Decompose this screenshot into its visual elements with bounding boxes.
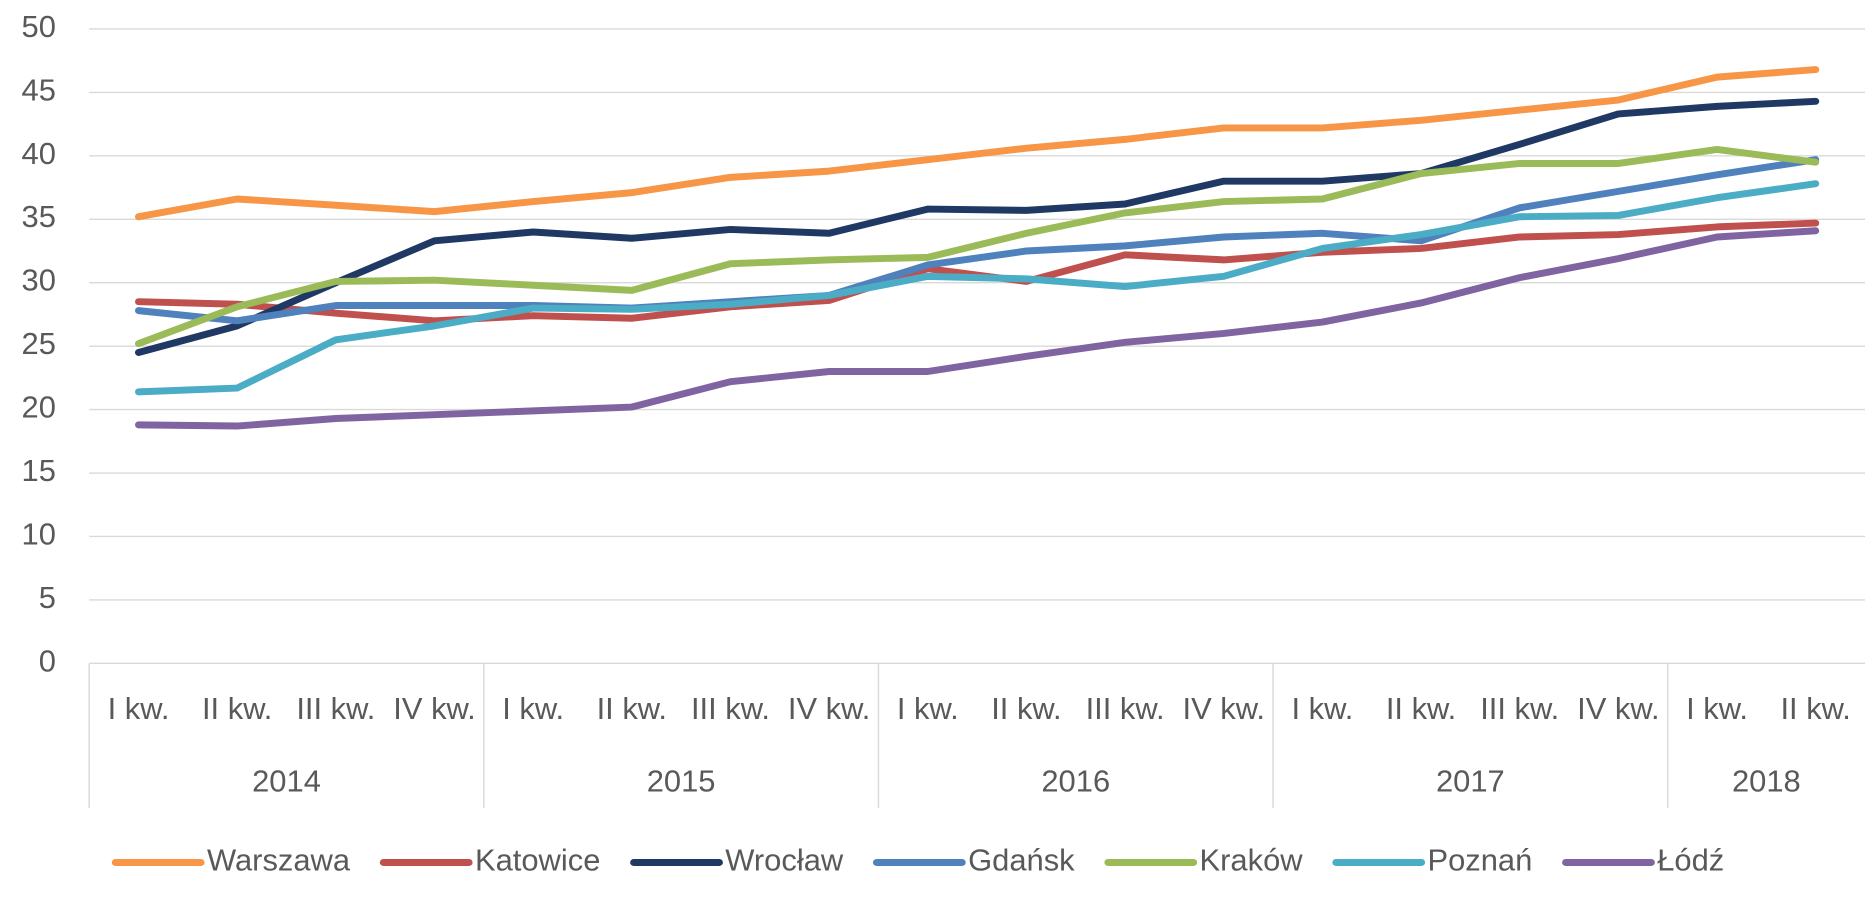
x-group-label: 2018 bbox=[1732, 765, 1801, 799]
x-tick-label: I kw. bbox=[1291, 692, 1353, 726]
x-tick-label: III kw. bbox=[691, 692, 770, 726]
y-tick-label: 35 bbox=[22, 201, 56, 235]
x-tick-label: III kw. bbox=[1086, 692, 1165, 726]
series-line bbox=[134, 145, 1820, 348]
x-tick-label: I kw. bbox=[1686, 692, 1748, 726]
y-tick-label: 30 bbox=[22, 264, 56, 298]
x-tick-label: II kw. bbox=[991, 692, 1061, 726]
x-tick-label: II kw. bbox=[1386, 692, 1456, 726]
y-tick-label: 20 bbox=[22, 391, 56, 425]
y-tick-label: 45 bbox=[22, 74, 56, 108]
y-tick-label: 25 bbox=[22, 327, 56, 361]
x-group-label: 2016 bbox=[1041, 765, 1110, 799]
x-tick-label: II kw. bbox=[202, 692, 272, 726]
y-tick-label: 50 bbox=[22, 10, 56, 44]
legend-label: Poznań bbox=[1427, 844, 1532, 878]
x-tick-label: III kw. bbox=[296, 692, 375, 726]
x-group-label: 2015 bbox=[647, 765, 716, 799]
legend-label: Łódź bbox=[1657, 844, 1724, 878]
x-tick-label: I kw. bbox=[897, 692, 959, 726]
legend-label: Gdańsk bbox=[968, 844, 1075, 878]
y-tick-label: 0 bbox=[39, 645, 56, 679]
x-tick-label: I kw. bbox=[502, 692, 564, 726]
x-group-label: 2017 bbox=[1436, 765, 1505, 799]
x-tick-label: IV kw. bbox=[1183, 692, 1265, 726]
series-line bbox=[134, 156, 1820, 325]
x-group-label: 2014 bbox=[252, 765, 321, 799]
legend-label: Kraków bbox=[1200, 844, 1304, 878]
legend-label: Warszawa bbox=[207, 844, 350, 878]
y-tick-label: 10 bbox=[22, 518, 56, 552]
y-tick-label: 5 bbox=[39, 581, 56, 615]
x-tick-label: III kw. bbox=[1480, 692, 1559, 726]
y-tick-label: 15 bbox=[22, 454, 56, 488]
legend-label: Wrocław bbox=[725, 844, 844, 878]
x-tick-label: I kw. bbox=[108, 692, 170, 726]
series-line bbox=[134, 227, 1820, 430]
x-tick-label: IV kw. bbox=[788, 692, 870, 726]
x-tick-label: IV kw. bbox=[1577, 692, 1659, 726]
x-tick-label: II kw. bbox=[1780, 692, 1850, 726]
x-tick-label: IV kw. bbox=[393, 692, 475, 726]
series-line bbox=[134, 97, 1820, 356]
series-line bbox=[134, 66, 1820, 221]
legend-label: Katowice bbox=[475, 844, 600, 878]
y-tick-label: 40 bbox=[22, 137, 56, 171]
series-line bbox=[134, 180, 1820, 396]
x-tick-label: II kw. bbox=[597, 692, 667, 726]
